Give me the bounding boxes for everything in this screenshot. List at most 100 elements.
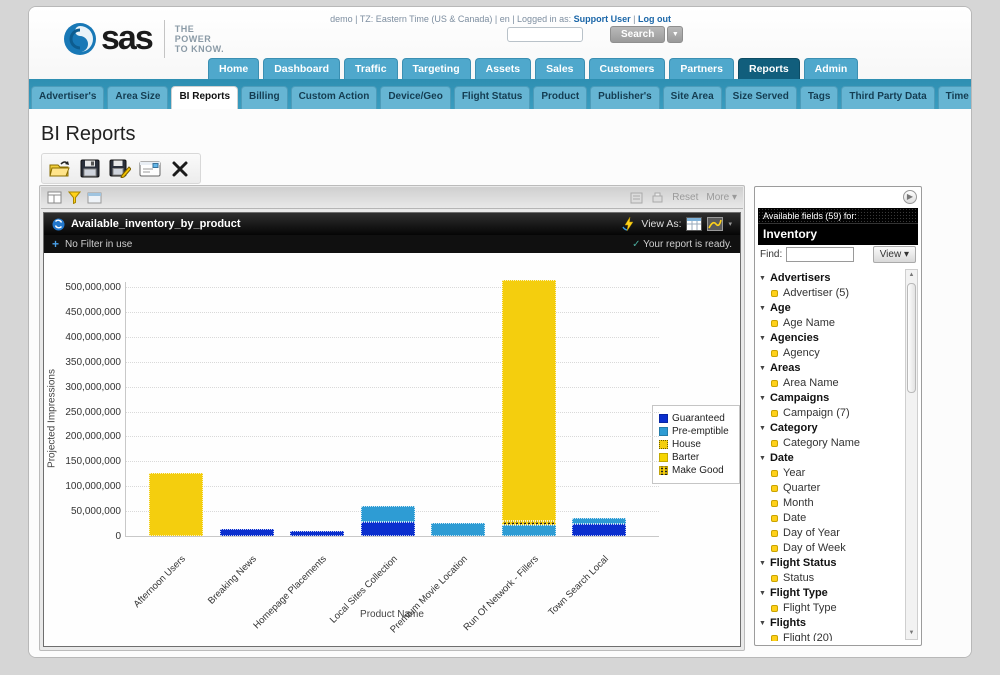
scroll-down-arrow[interactable]: ▼ [908, 630, 915, 636]
tab-home[interactable]: Home [208, 58, 260, 79]
tab-sales[interactable]: Sales [535, 58, 585, 79]
available-fields-panel: ▶ Available fields (59) for: Inventory F… [754, 186, 922, 646]
tree-group-areas[interactable]: ▼ Areas [759, 362, 901, 374]
bar-segment-house[interactable] [501, 279, 556, 522]
search-button[interactable]: Search [610, 26, 666, 43]
tab-admin[interactable]: Admin [803, 58, 859, 79]
fields-scrollbar[interactable]: ▲ ▼ [905, 269, 918, 640]
bar-segment-guaranteed[interactable] [572, 523, 626, 536]
tree-item-date[interactable]: Date [771, 512, 901, 524]
bar-segment-guaranteed[interactable] [290, 530, 344, 536]
subtab-site-area[interactable]: Site Area [662, 86, 722, 109]
expand-icon[interactable]: ▼ [759, 454, 766, 462]
more-menu[interactable]: More ▾ [706, 192, 737, 203]
tree-item-age-name[interactable]: Age Name [771, 317, 901, 329]
subtab-flight-status[interactable]: Flight Status [453, 86, 531, 109]
expand-icon[interactable]: ▼ [759, 274, 766, 282]
tree-item-quarter[interactable]: Quarter [771, 482, 901, 494]
scroll-thumb[interactable] [907, 283, 916, 393]
subtab-publisher-s[interactable]: Publisher's [590, 86, 660, 109]
save-as-icon[interactable] [106, 156, 133, 181]
tab-customers[interactable]: Customers [588, 58, 666, 79]
tree-item-year[interactable]: Year [771, 467, 901, 479]
subtab-advertiser-s[interactable]: Advertiser's [31, 86, 105, 109]
tree-group-flight-type[interactable]: ▼ Flight Type [759, 587, 901, 599]
tree-item-month[interactable]: Month [771, 497, 901, 509]
view-as-table-icon[interactable] [686, 217, 703, 231]
tree-group-category[interactable]: ▼ Category [759, 422, 901, 434]
tree-item-flight-20[interactable]: Flight (20) [771, 632, 901, 641]
refresh-bolt-icon[interactable] [622, 217, 636, 231]
search-input[interactable] [507, 27, 583, 42]
bar-segment-pre-emptible[interactable] [431, 522, 485, 536]
expand-icon[interactable]: ▼ [759, 589, 766, 597]
tree-item-area-name[interactable]: Area Name [771, 377, 901, 389]
tab-dashboard[interactable]: Dashboard [263, 58, 341, 79]
tree-group-agencies[interactable]: ▼ Agencies [759, 332, 901, 344]
tree-group-age[interactable]: ▼ Age [759, 302, 901, 314]
tree-item-day-of-year[interactable]: Day of Year [771, 527, 901, 539]
expand-icon[interactable]: ▼ [759, 364, 766, 372]
tab-reports[interactable]: Reports [737, 58, 800, 79]
tree-group-date[interactable]: ▼ Date [759, 452, 901, 464]
tree-group-advertisers[interactable]: ▼ Advertisers [759, 272, 901, 284]
bar-segment-house[interactable] [149, 472, 203, 536]
tree-item-advertiser-5[interactable]: Advertiser (5) [771, 287, 901, 299]
subtab-custom-action[interactable]: Custom Action [290, 86, 378, 109]
subtab-bi-reports[interactable]: BI Reports [171, 86, 239, 109]
panel-icon[interactable] [87, 192, 102, 204]
tree-item-agency[interactable]: Agency [771, 347, 901, 359]
bar-segment-guaranteed[interactable] [219, 528, 274, 536]
view-dropdown-button[interactable]: View ▾ [872, 246, 916, 263]
tree-item-campaign-7[interactable]: Campaign (7) [771, 407, 901, 419]
subtab-time-of-day[interactable]: Time of Day [937, 86, 971, 109]
subtab-product[interactable]: Product [533, 86, 588, 109]
expand-icon[interactable]: ▼ [759, 304, 766, 312]
subtab-size-served[interactable]: Size Served [724, 86, 797, 109]
tab-targeting[interactable]: Targeting [401, 58, 471, 79]
reset-button[interactable]: Reset [672, 192, 699, 203]
expand-icon[interactable]: ▼ [759, 394, 766, 402]
open-icon[interactable] [46, 156, 73, 181]
view-as-dropdown-arrow[interactable]: ▾ [728, 221, 732, 228]
filter-icon[interactable] [68, 191, 81, 204]
email-icon[interactable] [136, 156, 163, 181]
tree-item-day-of-week[interactable]: Day of Week [771, 542, 901, 554]
subtab-billing[interactable]: Billing [241, 86, 288, 109]
subtab-tags[interactable]: Tags [799, 86, 839, 109]
bar-segment-pre-emptible[interactable] [572, 517, 626, 524]
expand-icon[interactable]: ▼ [759, 334, 766, 342]
expand-icon[interactable]: ▼ [759, 424, 766, 432]
tree-group-campaigns[interactable]: ▼ Campaigns [759, 392, 901, 404]
subtab-area-size[interactable]: Area Size [107, 86, 169, 109]
print-icon[interactable] [651, 192, 664, 204]
save-icon[interactable] [76, 156, 103, 181]
scroll-up-arrow[interactable]: ▲ [908, 272, 915, 278]
add-filter-icon[interactable]: + [52, 237, 60, 251]
subtab-device-geo[interactable]: Device/Geo [380, 86, 451, 109]
collapse-panel-button[interactable]: ▶ [903, 190, 917, 204]
delete-icon[interactable] [166, 156, 193, 181]
tree-item-category-name[interactable]: Category Name [771, 437, 901, 449]
tab-partners[interactable]: Partners [669, 58, 734, 79]
bar-segment-make-good[interactable] [501, 521, 556, 526]
tab-assets[interactable]: Assets [474, 58, 532, 79]
logout-link[interactable]: Log out [638, 14, 671, 24]
bar-segment-pre-emptible[interactable] [360, 506, 415, 523]
tree-item-status[interactable]: Status [771, 572, 901, 584]
bar-segment-guaranteed[interactable] [360, 522, 415, 536]
tab-traffic[interactable]: Traffic [344, 58, 398, 79]
tree-item-flight-type[interactable]: Flight Type [771, 602, 901, 614]
view-as-graph-icon[interactable] [707, 217, 724, 231]
support-user-link[interactable]: Support User [573, 14, 631, 24]
expand-icon[interactable]: ▼ [759, 619, 766, 627]
tree-group-flights[interactable]: ▼ Flights [759, 617, 901, 629]
expand-icon[interactable]: ▼ [759, 559, 766, 567]
subtab-third-party-data[interactable]: Third Party Data [841, 86, 935, 109]
search-options-arrow[interactable]: ▼ [667, 26, 684, 43]
bar-segment-pre-emptible[interactable] [501, 525, 556, 536]
find-input[interactable] [786, 247, 855, 262]
export-icon[interactable] [630, 192, 643, 204]
layout-icon[interactable] [47, 191, 62, 204]
tree-group-flight-status[interactable]: ▼ Flight Status [759, 557, 901, 569]
